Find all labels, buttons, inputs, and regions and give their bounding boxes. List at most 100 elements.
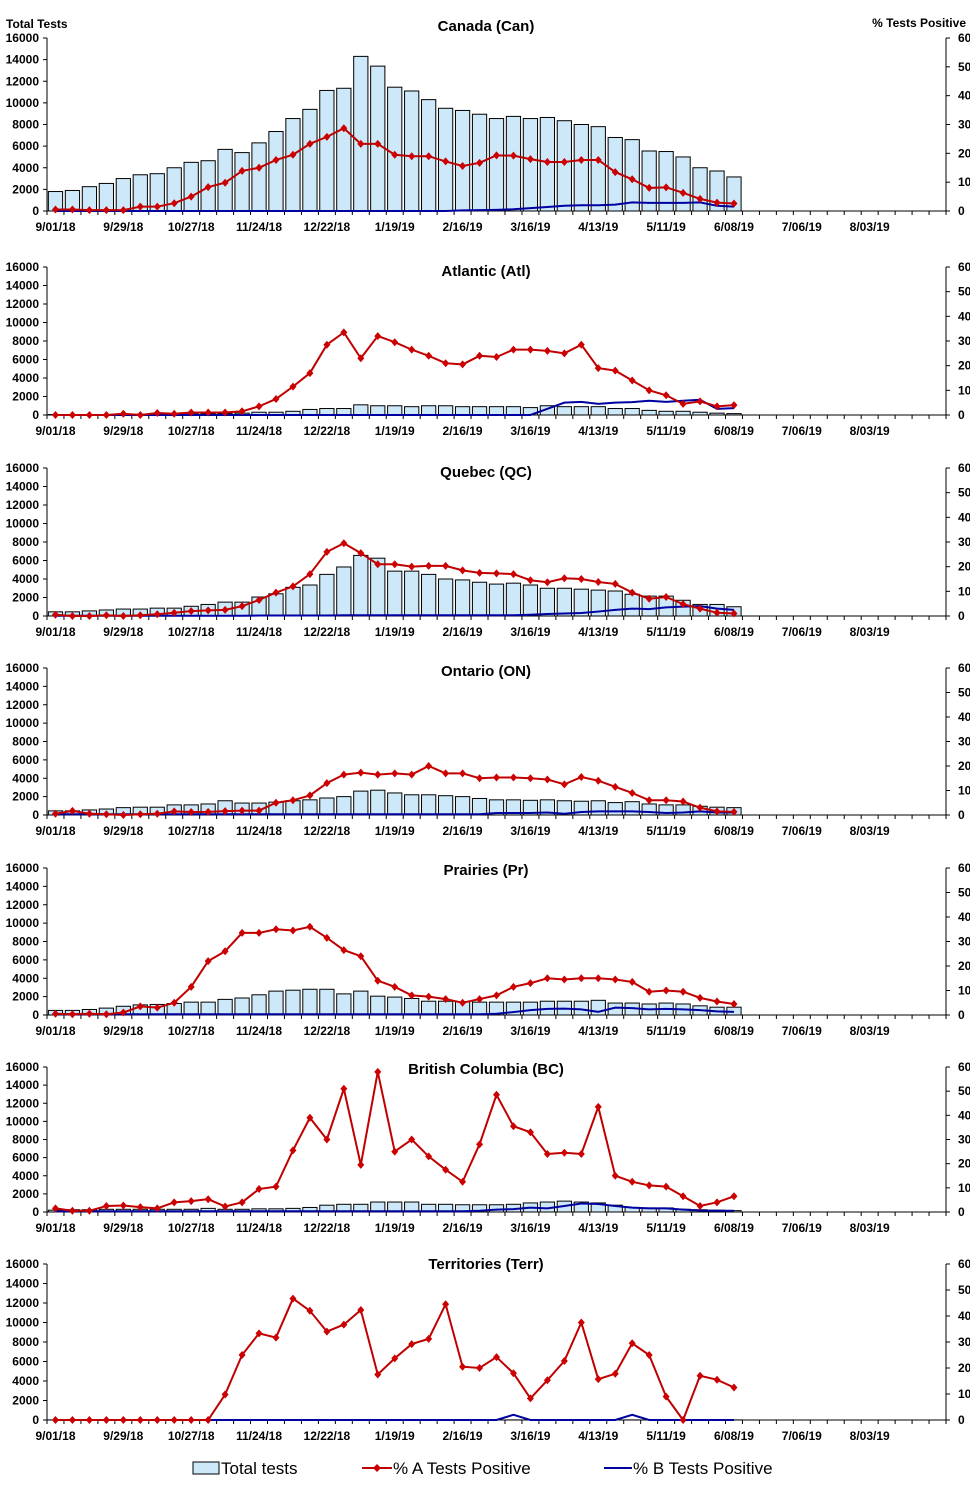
pct-a-point <box>714 1376 721 1384</box>
x-tick-label: 6/08/19 <box>714 1024 754 1038</box>
panel-6: Territories (Terr)0200040006000800010000… <box>6 1256 970 1443</box>
right-tick-label: 20 <box>958 1361 970 1375</box>
left-tick-label: 10000 <box>6 716 40 730</box>
right-tick-label: 60 <box>958 861 970 875</box>
x-tick-label: 12/22/18 <box>304 220 351 234</box>
total-tests-bar <box>489 407 503 415</box>
total-tests-bar <box>472 407 486 415</box>
left-tick-label: 6000 <box>12 139 39 153</box>
total-tests-bar <box>388 793 402 815</box>
left-tick-label: 0 <box>32 408 39 422</box>
chart-title: British Columbia (BC) <box>408 1061 564 1078</box>
total-tests-bar <box>540 588 554 616</box>
legend-a-label: % A Tests Positive <box>393 1459 531 1478</box>
x-tick-label: 10/27/18 <box>168 424 215 438</box>
pct-a-point <box>527 576 534 584</box>
pct-a-point <box>646 988 653 996</box>
x-tick-label: 9/29/18 <box>103 1429 143 1443</box>
right-tick-label: 50 <box>958 60 970 74</box>
total-tests-bar <box>642 410 656 415</box>
pct-a-point <box>476 352 483 360</box>
pct-a-point <box>561 349 568 357</box>
x-tick-label: 6/08/19 <box>714 1221 754 1235</box>
right-tick-label: 30 <box>958 535 970 549</box>
right-tick-label: 20 <box>958 1157 970 1171</box>
x-tick-label: 2/16/19 <box>443 220 483 234</box>
x-tick-label: 12/22/18 <box>304 1024 351 1038</box>
total-tests-bar <box>455 110 469 211</box>
pct-a-point <box>612 367 619 375</box>
chart-title: Ontario (ON) <box>441 663 531 680</box>
pct-a-point <box>408 346 415 354</box>
left-tick-label: 12000 <box>6 1296 40 1310</box>
pct-a-point <box>272 925 279 933</box>
x-tick-label: 9/29/18 <box>103 220 143 234</box>
right-tick-label: 0 <box>958 1008 965 1022</box>
x-tick-label: 9/01/18 <box>35 1024 75 1038</box>
right-tick-label: 0 <box>958 204 965 218</box>
x-tick-label: 10/27/18 <box>168 220 215 234</box>
x-tick-label: 8/03/19 <box>850 424 890 438</box>
total-tests-bar <box>218 999 232 1015</box>
x-tick-label: 5/11/19 <box>646 625 686 639</box>
panel-5: British Columbia (BC)0200040006000800010… <box>6 1060 970 1235</box>
x-tick-label: 9/01/18 <box>35 824 75 838</box>
total-tests-bar <box>608 409 622 415</box>
total-tests-bar <box>693 412 707 415</box>
legend-b-label: % B Tests Positive <box>633 1459 773 1478</box>
total-tests-bar <box>303 585 317 616</box>
left-tick-label: 8000 <box>12 735 39 749</box>
left-tick-label: 4000 <box>12 1374 39 1388</box>
pct-a-point <box>272 1334 279 1342</box>
total-tests-bar <box>354 405 368 415</box>
pct-a-point <box>595 777 602 785</box>
right-tick-label: 60 <box>958 461 970 475</box>
legend: Total tests % A Tests Positive % B Tests… <box>193 1459 773 1478</box>
total-tests-bar <box>506 116 520 211</box>
left-tick-label: 0 <box>32 1205 39 1219</box>
left-tick-label: 14000 <box>6 1277 40 1291</box>
pct-a-point <box>646 1181 653 1189</box>
pct-a-point <box>188 1416 195 1424</box>
total-tests-bar <box>388 87 402 211</box>
total-tests-bar <box>557 588 571 616</box>
x-tick-label: 4/13/19 <box>578 220 618 234</box>
total-tests-bar <box>591 407 605 415</box>
x-tick-label: 9/01/18 <box>35 220 75 234</box>
total-tests-bar <box>506 583 520 616</box>
x-tick-label: 9/01/18 <box>35 1221 75 1235</box>
pct-a-line <box>55 1072 733 1211</box>
x-tick-label: 9/01/18 <box>35 424 75 438</box>
right-tick-label: 50 <box>958 686 970 700</box>
total-tests-bar <box>371 406 385 415</box>
left-tick-label: 10000 <box>6 1316 40 1330</box>
right-tick-label: 10 <box>958 383 970 397</box>
x-tick-label: 2/16/19 <box>443 824 483 838</box>
x-tick-label: 8/03/19 <box>850 1024 890 1038</box>
x-tick-label: 2/16/19 <box>443 1429 483 1443</box>
total-tests-bar <box>235 998 249 1015</box>
total-tests-bar <box>184 162 198 211</box>
pct-a-point <box>714 1198 721 1206</box>
pct-a-point <box>578 1150 585 1158</box>
x-tick-label: 6/08/19 <box>714 424 754 438</box>
total-tests-bar <box>455 407 469 415</box>
left-tick-label: 16000 <box>6 861 40 875</box>
x-tick-label: 3/16/19 <box>510 824 550 838</box>
total-tests-bar <box>489 584 503 616</box>
right-tick-label: 10 <box>958 1387 970 1401</box>
legend-a-marker <box>373 1464 381 1472</box>
x-tick-label: 3/16/19 <box>510 424 550 438</box>
left-tick-label: 6000 <box>12 753 39 767</box>
x-tick-label: 11/24/18 <box>236 1221 282 1235</box>
pct-a-point <box>103 1416 110 1424</box>
pct-a-point <box>578 575 585 583</box>
pct-a-point <box>595 1103 602 1111</box>
x-tick-label: 11/24/18 <box>236 424 282 438</box>
pct-a-point <box>459 1363 466 1371</box>
x-tick-label: 1/19/19 <box>375 824 415 838</box>
pct-a-point <box>459 566 466 574</box>
x-tick-label: 2/16/19 <box>443 625 483 639</box>
total-tests-bar <box>354 56 368 211</box>
x-tick-label: 7/06/19 <box>782 1221 822 1235</box>
